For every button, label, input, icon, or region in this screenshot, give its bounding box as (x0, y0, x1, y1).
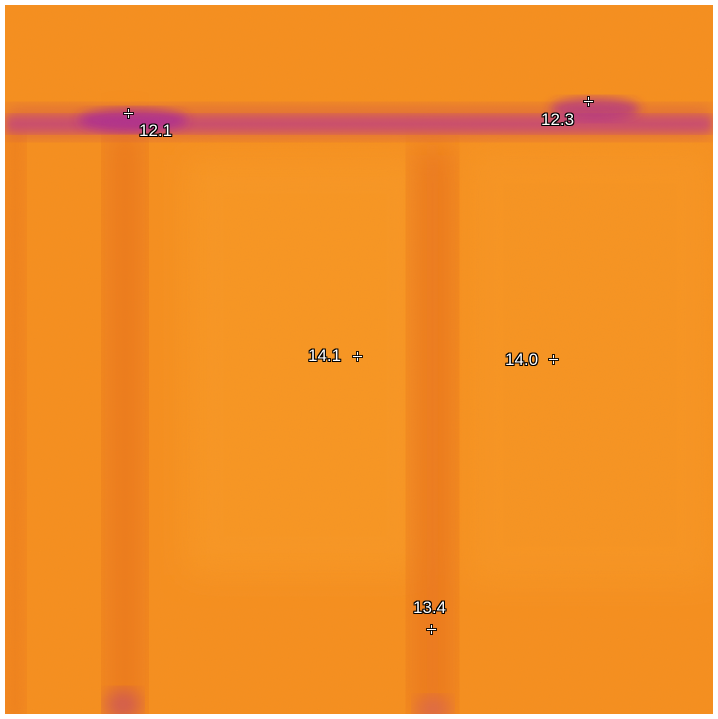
crosshair-icon (549, 355, 558, 364)
temperature-label: 14.0 (505, 350, 539, 369)
temperature-label: 12.3 (541, 110, 575, 129)
thermal-image: 12.1 12.3 14.1 14.0 13.4 (5, 5, 713, 714)
sensor-noise (5, 5, 713, 714)
temperature-label: 13.4 (413, 598, 447, 617)
crosshair-icon (353, 352, 362, 361)
temperature-label: 14.1 (308, 346, 342, 365)
thermal-gradient (5, 5, 713, 714)
crosshair-icon (427, 625, 436, 634)
temperature-label: 12.1 (139, 121, 173, 140)
crosshair-icon (124, 109, 133, 118)
crosshair-icon (584, 97, 593, 106)
